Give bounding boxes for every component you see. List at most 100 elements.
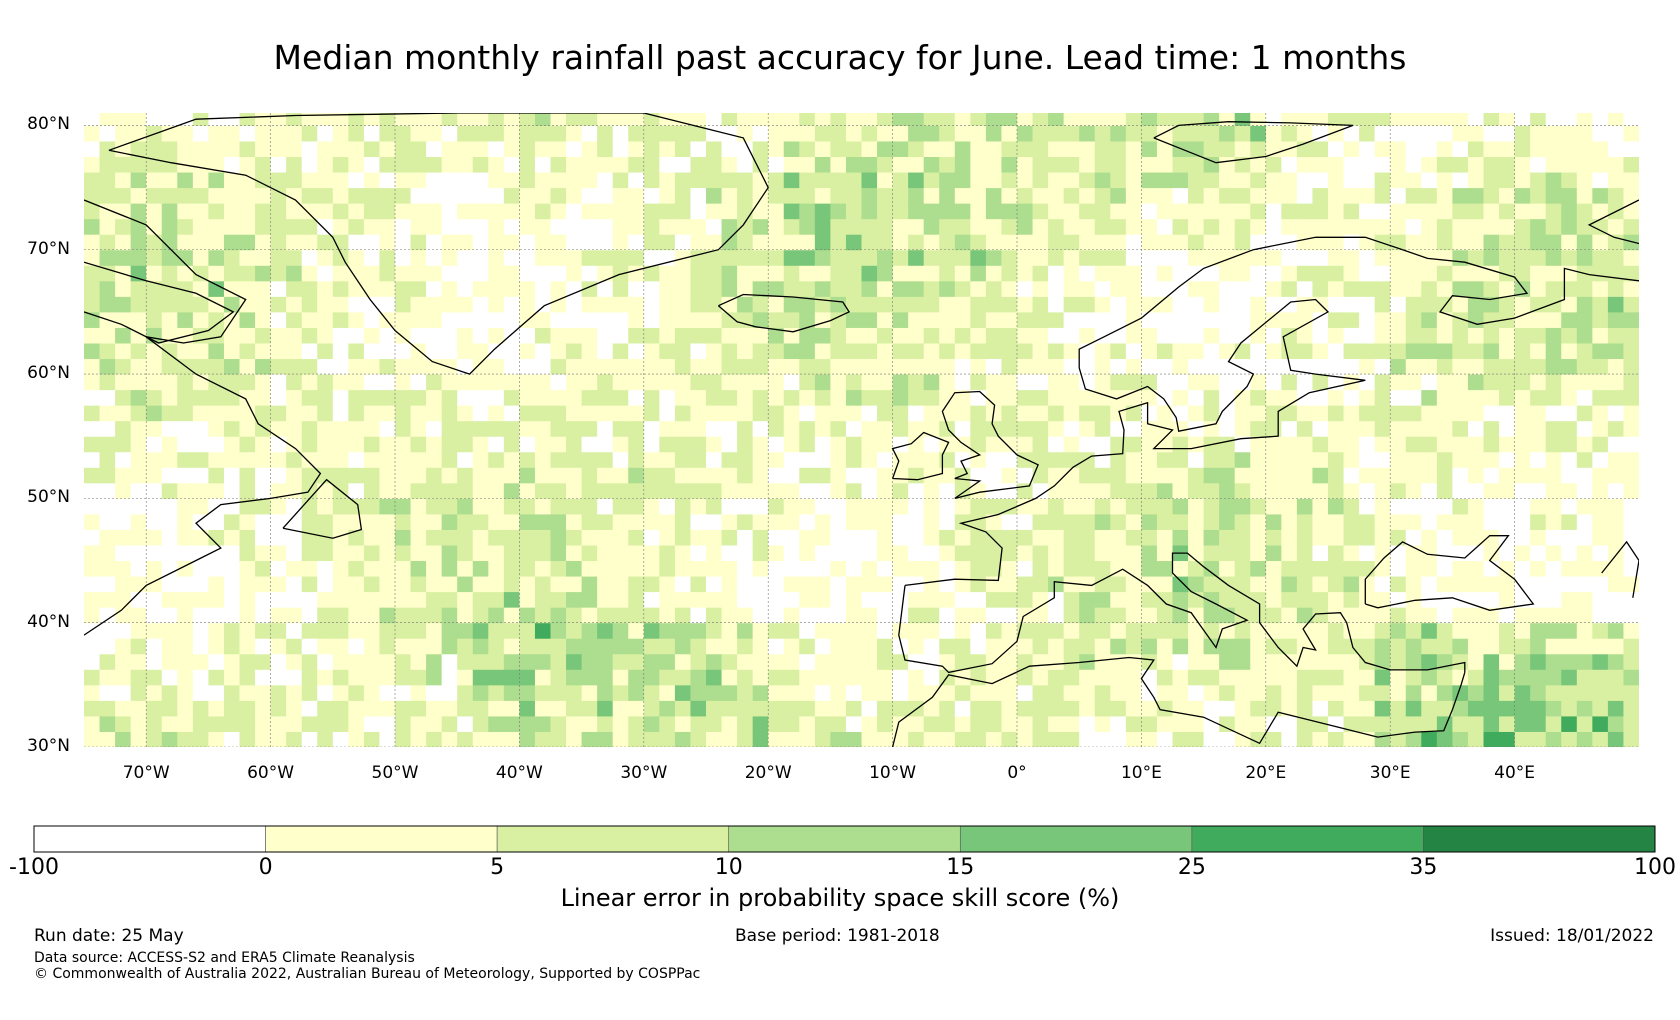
grid-cell	[830, 125, 847, 142]
grid-cell	[1203, 684, 1220, 701]
grid-cell	[1328, 529, 1345, 546]
grid-cell	[1421, 467, 1438, 484]
grid-cell	[115, 731, 132, 747]
grid-cell	[146, 544, 163, 562]
grid-cell	[892, 172, 909, 189]
grid-cell	[84, 172, 101, 189]
grid-cell	[1219, 327, 1236, 344]
grid-cell	[192, 622, 209, 639]
grid-cell	[441, 187, 458, 204]
grid-cell	[1592, 576, 1609, 593]
grid-cell	[1094, 156, 1111, 173]
grid-cell	[1530, 482, 1547, 499]
grid-cell	[581, 358, 598, 375]
grid-cell	[146, 684, 163, 701]
grid-cell	[1530, 498, 1547, 515]
grid-cell	[1296, 467, 1313, 484]
grid-cell	[457, 389, 474, 406]
grid-cell	[939, 125, 956, 142]
grid-cell	[581, 684, 598, 701]
grid-cell	[317, 576, 334, 593]
grid-cell	[737, 420, 754, 437]
grid-cell	[1499, 591, 1516, 608]
grid-cell	[1499, 342, 1516, 360]
grid-cell	[1436, 576, 1453, 593]
grid-cell	[1110, 653, 1127, 670]
grid-cell	[472, 187, 489, 204]
grid-cell	[799, 113, 816, 126]
latitude-label: 50°N	[27, 487, 70, 508]
grid-cell	[84, 560, 101, 577]
grid-cell	[1312, 653, 1329, 670]
grid-cell	[939, 296, 956, 313]
grid-cell	[566, 125, 583, 142]
grid-cell	[1156, 622, 1173, 639]
grid-cell	[814, 113, 831, 126]
grid-cell	[534, 544, 551, 562]
grid-cell	[1156, 187, 1173, 204]
grid-cell	[939, 638, 956, 655]
grid-cell	[270, 544, 287, 562]
grid-cell	[1328, 684, 1345, 701]
grid-cell	[1156, 715, 1173, 732]
grid-cell	[1017, 653, 1034, 670]
grid-cell	[954, 113, 971, 126]
grid-cell	[674, 187, 691, 204]
grid-cell	[84, 529, 101, 546]
grid-cell	[1499, 560, 1516, 577]
grid-cell	[1343, 731, 1360, 747]
grid-cell	[348, 203, 365, 220]
grid-cell	[1499, 265, 1516, 282]
map-title: Median monthly rainfall past accuracy fo…	[273, 38, 1407, 77]
grid-cell	[814, 203, 831, 220]
grid-cell	[628, 280, 645, 297]
grid-cell	[1048, 265, 1065, 282]
grid-cell	[1374, 638, 1391, 655]
grid-cell	[674, 684, 691, 701]
grid-cell	[161, 513, 178, 530]
grid-cell	[534, 113, 551, 126]
grid-cell	[1343, 358, 1360, 375]
grid-cell	[84, 280, 101, 297]
grid-cell	[737, 560, 754, 577]
grid-cell	[130, 113, 147, 126]
grid-cell	[239, 249, 256, 266]
grid-cell	[643, 187, 660, 204]
grid-cell	[1265, 591, 1282, 608]
grid-cell	[286, 482, 303, 499]
grid-cell	[612, 389, 629, 406]
grid-cell	[1405, 498, 1422, 515]
grid-cell	[612, 544, 629, 562]
grid-cell	[1467, 700, 1484, 717]
grid-cell	[1343, 684, 1360, 701]
grid-cell	[426, 187, 443, 204]
grid-cell	[1328, 203, 1345, 220]
grid-cell	[721, 638, 738, 655]
grid-cell	[706, 156, 723, 173]
grid-cell	[1188, 544, 1205, 562]
grid-cell	[566, 467, 583, 484]
grid-cell	[550, 249, 567, 266]
grid-cell	[643, 684, 660, 701]
grid-cell	[379, 436, 396, 453]
grid-cell	[985, 684, 1002, 701]
grid-cell	[1141, 638, 1158, 655]
grid-cell	[472, 265, 489, 282]
grid-cell	[1265, 327, 1282, 344]
grid-cell	[799, 684, 816, 701]
grid-cell	[192, 638, 209, 655]
grid-cell	[363, 544, 380, 562]
grid-cell	[239, 203, 256, 220]
grid-cell	[1530, 529, 1547, 546]
grid-cell	[799, 203, 816, 220]
grid-cell	[1623, 700, 1639, 717]
grid-cell	[659, 311, 676, 328]
grid-cell	[1623, 731, 1639, 747]
grid-cell	[1592, 467, 1609, 484]
grid-cell	[410, 684, 427, 701]
grid-cell	[1063, 498, 1080, 515]
grid-cell	[1017, 684, 1034, 701]
grid-cell	[814, 156, 831, 173]
grid-cell	[1281, 638, 1298, 655]
grid-cell	[1452, 265, 1469, 282]
